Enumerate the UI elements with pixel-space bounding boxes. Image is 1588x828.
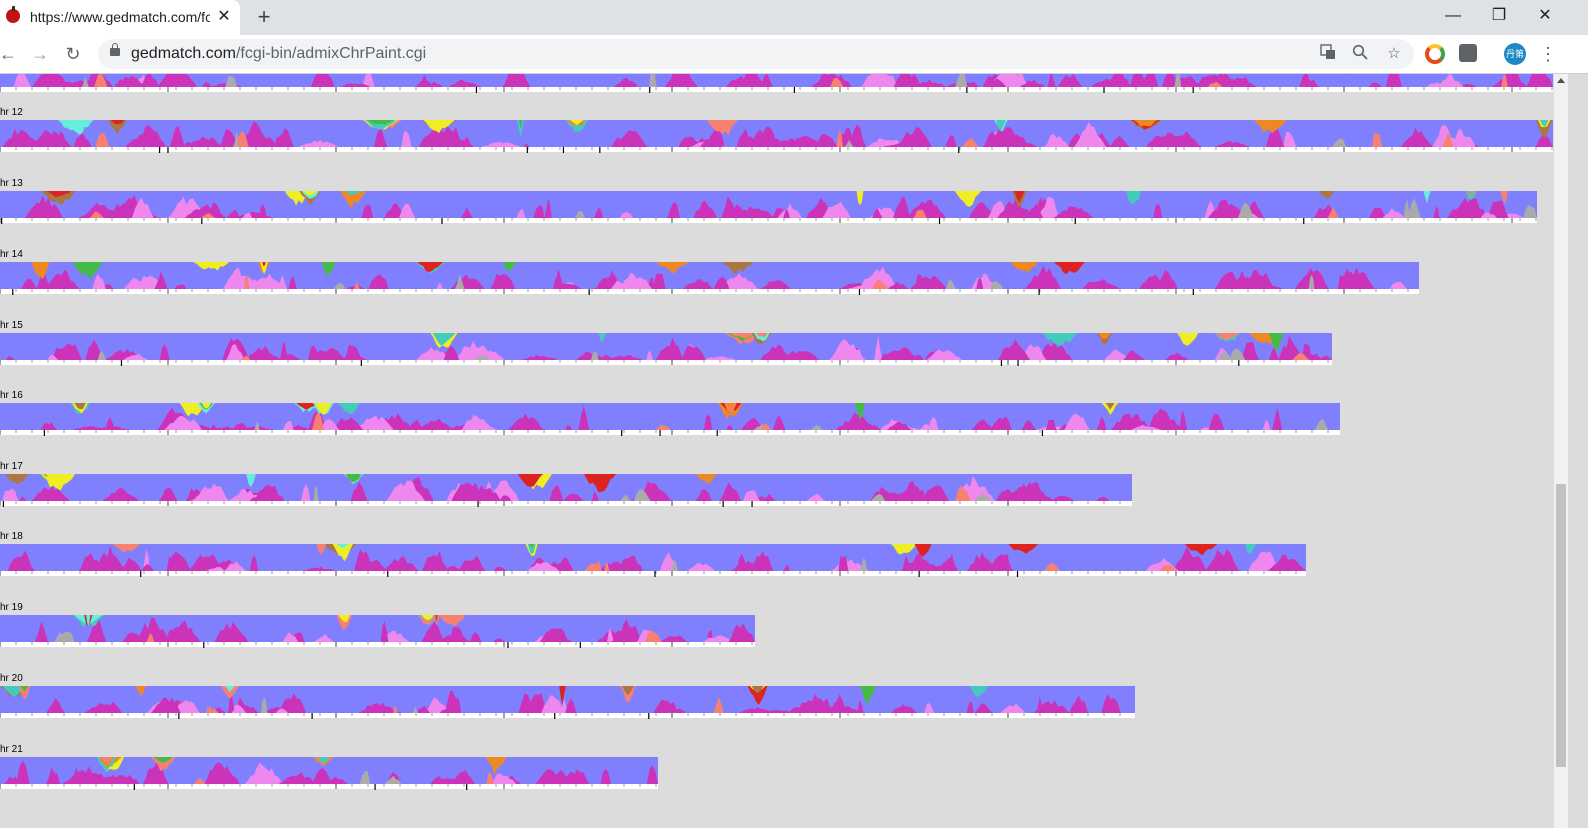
admixture-chromosome-paint-page: hr 12 hr 13 hr 14 hr 15 hr 16 hr 17 hr 18 hr 19…	[0, 74, 1554, 828]
chromosome-painting	[0, 757, 658, 790]
chromosome-label: hr 17	[0, 461, 23, 472]
chromosome-painting	[0, 544, 1306, 577]
chromosome-painting	[0, 474, 1132, 507]
menu-icon[interactable]: ⋮	[1539, 44, 1557, 64]
chromosome-painting	[0, 262, 1419, 295]
chromosome-painting	[0, 615, 755, 648]
lock-icon[interactable]	[110, 43, 120, 56]
close-tab-icon[interactable]: ✕	[217, 8, 231, 25]
chromosome-label: hr 19	[0, 602, 23, 613]
chromosome-painting	[0, 120, 1553, 153]
back-button[interactable]: ←	[0, 44, 17, 64]
chromosome-painting	[0, 333, 1332, 366]
chromosome-label: hr 13	[0, 178, 23, 189]
chromosome-label: hr 12	[0, 107, 23, 118]
translate-icon[interactable]	[1318, 44, 1338, 64]
chromosome-label: hr 21	[0, 744, 23, 755]
url-path: /fcgi-bin/admixChrPaint.cgi	[235, 45, 427, 62]
restore-button[interactable]: ❐	[1491, 7, 1507, 24]
browser-toolbar: ← → ↻ gedmatch.com/fcgi-bin/admixChrPain…	[0, 35, 1588, 74]
url-host: gedmatch.com	[131, 45, 236, 62]
gedmatch-favicon-icon	[6, 6, 20, 23]
chromosome-painting	[0, 403, 1340, 436]
chromosome-label: hr 15	[0, 320, 23, 331]
reload-button[interactable]: ↻	[65, 44, 81, 64]
chromosome-label: hr 18	[0, 531, 23, 542]
tab-title: https://www.gedmatch.com/fcgi-bin/admixC…	[30, 9, 210, 25]
forward-button[interactable]: →	[31, 44, 49, 64]
browser-tab[interactable]: https://www.gedmatch.com/fcgi-bin/admixC…	[0, 0, 240, 35]
new-tab-button[interactable]: +	[257, 4, 271, 29]
chromosome-label: hr 16	[0, 390, 23, 401]
chromosome-painting	[0, 74, 1553, 93]
profile-avatar[interactable]: 丹第	[1504, 43, 1526, 65]
chromosome-painting	[0, 191, 1537, 224]
minimize-button[interactable]: —	[1445, 7, 1461, 24]
window-close-button[interactable]: ✕	[1538, 7, 1552, 24]
chromosome-label: hr 14	[0, 249, 23, 260]
tab-manager-icon[interactable]	[1459, 44, 1477, 62]
address-bar[interactable]: gedmatch.com/fcgi-bin/admixChrPaint.cgi …	[98, 39, 1414, 69]
tab-strip: https://www.gedmatch.com/fcgi-bin/admixC…	[0, 0, 1588, 35]
scrollbar-thumb[interactable]	[1556, 484, 1566, 767]
chrome-extension-icon[interactable]	[1425, 44, 1445, 64]
zoom-icon[interactable]	[1350, 44, 1370, 64]
star-icon[interactable]: ☆	[1387, 45, 1401, 62]
chromosome-label: hr 20	[0, 673, 23, 684]
url-text[interactable]: gedmatch.com/fcgi-bin/admixChrPaint.cgi	[131, 45, 426, 63]
scroll-up-arrow-icon[interactable]	[1557, 78, 1565, 83]
chromosome-painting	[0, 686, 1135, 719]
